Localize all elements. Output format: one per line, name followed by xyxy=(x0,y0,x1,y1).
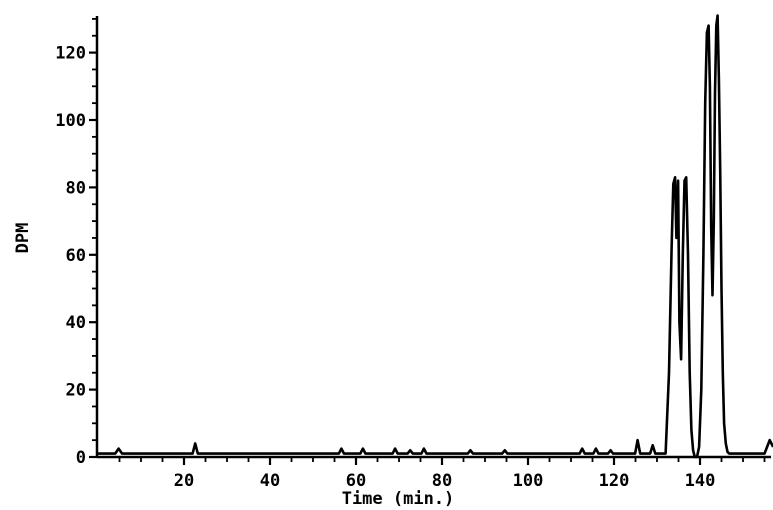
x-tick-label: 140 xyxy=(685,471,716,491)
x-tick-label: 100 xyxy=(513,471,544,491)
x-tick-label: 40 xyxy=(260,471,280,491)
dpm-trace-line xyxy=(98,14,773,459)
x-tick-label: 80 xyxy=(432,471,452,491)
x-tick-label: 20 xyxy=(174,471,194,491)
y-tick-label: 100 xyxy=(55,111,86,131)
y-axis-label: DPM xyxy=(13,223,33,254)
y-tick-label: 60 xyxy=(66,246,86,266)
y-tick-label: 0 xyxy=(76,448,86,468)
y-axis-tick-labels: 0 20 40 60 80 100 120 xyxy=(55,44,86,468)
x-axis-label: Time (min.) xyxy=(342,489,455,509)
x-tick-label: 60 xyxy=(346,471,366,491)
x-axis-ticks xyxy=(118,457,766,465)
y-tick-label: 40 xyxy=(66,313,86,333)
x-axis-tick-labels: 20 40 60 80 100 120 140 xyxy=(174,471,716,491)
x-tick-label: 120 xyxy=(599,471,630,491)
y-tick-label: 20 xyxy=(66,381,86,401)
y-tick-label: 80 xyxy=(66,178,86,198)
y-tick-label: 120 xyxy=(55,44,86,64)
